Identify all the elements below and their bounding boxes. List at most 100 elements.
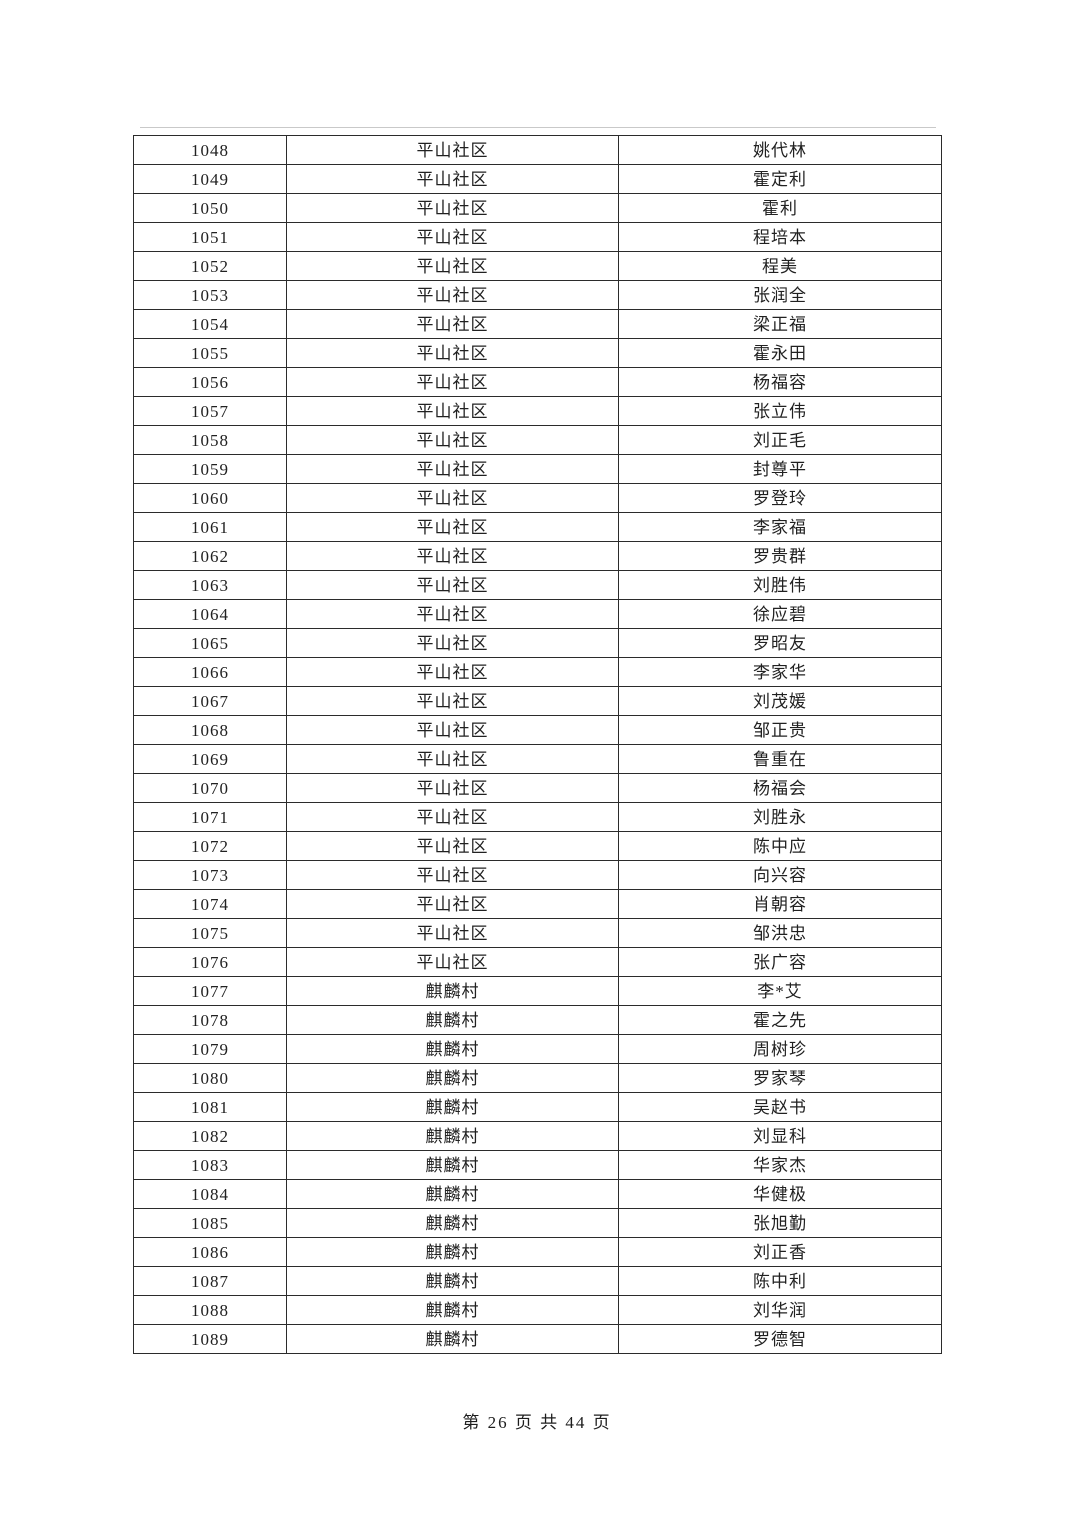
table-row: 1062 平山社区 罗贵群 xyxy=(133,541,942,571)
row-number-cell: 1084 xyxy=(133,1179,287,1209)
row-number-cell: 1052 xyxy=(133,251,287,281)
table-body: 1048 平山社区 姚代林 1049 平山社区 霍定利 1050 平山社区 霍利… xyxy=(133,135,942,1354)
row-number-cell: 1078 xyxy=(133,1005,287,1035)
person-name-cell: 霍永田 xyxy=(618,338,942,368)
table-row: 1079 麒麟村 周树珍 xyxy=(133,1034,942,1064)
table-row: 1073 平山社区 向兴容 xyxy=(133,860,942,890)
person-name-cell: 刘正香 xyxy=(618,1237,942,1267)
person-name-cell: 李*艾 xyxy=(618,976,942,1006)
person-name-cell: 徐应碧 xyxy=(618,599,942,629)
community-cell: 麒麟村 xyxy=(286,1092,619,1122)
row-number-cell: 1088 xyxy=(133,1295,287,1325)
row-number-cell: 1079 xyxy=(133,1034,287,1064)
community-cell: 平山社区 xyxy=(286,744,619,774)
table-row: 1065 平山社区 罗昭友 xyxy=(133,628,942,658)
person-name-cell: 华家杰 xyxy=(618,1150,942,1180)
row-number-cell: 1061 xyxy=(133,512,287,542)
row-number-cell: 1050 xyxy=(133,193,287,223)
table-row: 1048 平山社区 姚代林 xyxy=(133,135,942,165)
table-row: 1054 平山社区 梁正福 xyxy=(133,309,942,339)
person-name-cell: 陈中利 xyxy=(618,1266,942,1296)
table-row: 1075 平山社区 邹洪忠 xyxy=(133,918,942,948)
row-number-cell: 1067 xyxy=(133,686,287,716)
community-cell: 麒麟村 xyxy=(286,1034,619,1064)
row-number-cell: 1085 xyxy=(133,1208,287,1238)
community-cell: 平山社区 xyxy=(286,541,619,571)
person-name-cell: 杨福会 xyxy=(618,773,942,803)
table-row: 1056 平山社区 杨福容 xyxy=(133,367,942,397)
person-name-cell: 罗家琴 xyxy=(618,1063,942,1093)
table-row: 1052 平山社区 程美 xyxy=(133,251,942,281)
table-row: 1069 平山社区 鲁重在 xyxy=(133,744,942,774)
person-name-cell: 霍利 xyxy=(618,193,942,223)
person-name-cell: 姚代林 xyxy=(618,135,942,165)
table-row: 1070 平山社区 杨福会 xyxy=(133,773,942,803)
community-cell: 麒麟村 xyxy=(286,976,619,1006)
community-cell: 平山社区 xyxy=(286,889,619,919)
row-number-cell: 1057 xyxy=(133,396,287,426)
row-number-cell: 1058 xyxy=(133,425,287,455)
row-number-cell: 1076 xyxy=(133,947,287,977)
row-number-cell: 1069 xyxy=(133,744,287,774)
row-number-cell: 1060 xyxy=(133,483,287,513)
community-cell: 麒麟村 xyxy=(286,1179,619,1209)
row-number-cell: 1064 xyxy=(133,599,287,629)
person-name-cell: 刘胜伟 xyxy=(618,570,942,600)
person-name-cell: 肖朝容 xyxy=(618,889,942,919)
person-name-cell: 封尊平 xyxy=(618,454,942,484)
community-cell: 平山社区 xyxy=(286,686,619,716)
table-row: 1080 麒麟村 罗家琴 xyxy=(133,1063,942,1093)
community-cell: 麒麟村 xyxy=(286,1266,619,1296)
row-number-cell: 1068 xyxy=(133,715,287,745)
person-name-cell: 罗登玲 xyxy=(618,483,942,513)
person-name-cell: 李家华 xyxy=(618,657,942,687)
row-number-cell: 1049 xyxy=(133,164,287,194)
community-cell: 平山社区 xyxy=(286,338,619,368)
community-cell: 平山社区 xyxy=(286,454,619,484)
table-top-hairline xyxy=(140,127,936,128)
row-number-cell: 1066 xyxy=(133,657,287,687)
row-number-cell: 1082 xyxy=(133,1121,287,1151)
table-row: 1061 平山社区 李家福 xyxy=(133,512,942,542)
table-row: 1053 平山社区 张润全 xyxy=(133,280,942,310)
row-number-cell: 1062 xyxy=(133,541,287,571)
community-cell: 平山社区 xyxy=(286,164,619,194)
community-cell: 平山社区 xyxy=(286,309,619,339)
community-cell: 平山社区 xyxy=(286,367,619,397)
row-number-cell: 1072 xyxy=(133,831,287,861)
row-number-cell: 1075 xyxy=(133,918,287,948)
row-number-cell: 1087 xyxy=(133,1266,287,1296)
person-name-cell: 刘华润 xyxy=(618,1295,942,1325)
community-cell: 麒麟村 xyxy=(286,1208,619,1238)
community-cell: 平山社区 xyxy=(286,947,619,977)
person-name-cell: 程美 xyxy=(618,251,942,281)
community-cell: 平山社区 xyxy=(286,831,619,861)
person-name-cell: 周树珍 xyxy=(618,1034,942,1064)
table-row: 1050 平山社区 霍利 xyxy=(133,193,942,223)
person-name-cell: 霍定利 xyxy=(618,164,942,194)
table-row: 1074 平山社区 肖朝容 xyxy=(133,889,942,919)
person-name-cell: 张广容 xyxy=(618,947,942,977)
person-name-cell: 罗德智 xyxy=(618,1324,942,1354)
row-number-cell: 1086 xyxy=(133,1237,287,1267)
row-number-cell: 1048 xyxy=(133,135,287,165)
table-row: 1059 平山社区 封尊平 xyxy=(133,454,942,484)
person-name-cell: 罗昭友 xyxy=(618,628,942,658)
table-row: 1088 麒麟村 刘华润 xyxy=(133,1295,942,1325)
table-row: 1063 平山社区 刘胜伟 xyxy=(133,570,942,600)
community-cell: 平山社区 xyxy=(286,135,619,165)
row-number-cell: 1070 xyxy=(133,773,287,803)
row-number-cell: 1077 xyxy=(133,976,287,1006)
person-name-cell: 华健极 xyxy=(618,1179,942,1209)
row-number-cell: 1059 xyxy=(133,454,287,484)
community-cell: 平山社区 xyxy=(286,483,619,513)
person-name-cell: 张润全 xyxy=(618,280,942,310)
table-row: 1082 麒麟村 刘显科 xyxy=(133,1121,942,1151)
table-row: 1060 平山社区 罗登玲 xyxy=(133,483,942,513)
person-name-cell: 邹正贵 xyxy=(618,715,942,745)
person-name-cell: 刘正毛 xyxy=(618,425,942,455)
table-row: 1049 平山社区 霍定利 xyxy=(133,164,942,194)
community-cell: 麒麟村 xyxy=(286,1237,619,1267)
row-number-cell: 1080 xyxy=(133,1063,287,1093)
